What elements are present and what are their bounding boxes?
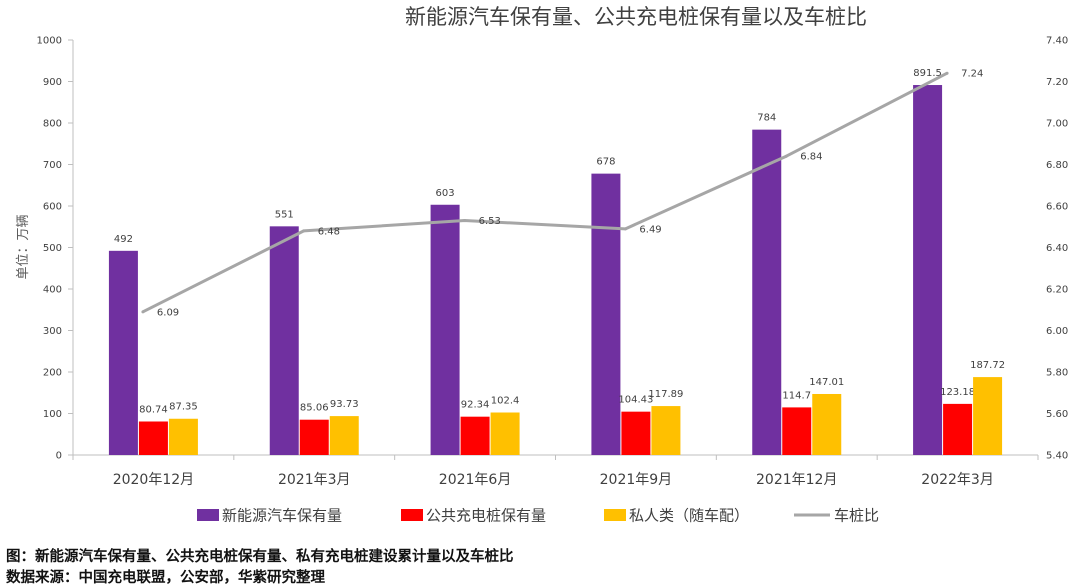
y-tick-label-left: 100 [43,409,62,420]
ratio-point [141,310,145,314]
bar-label-series-1: 891.5 [913,68,942,79]
y-tick-label-right: 7.40 [1046,36,1068,47]
y-tick-label-left: 900 [43,77,62,88]
ratio-label: 6.53 [479,216,501,227]
bar-series-2 [299,419,329,455]
x-tick-label: 2021年9月 [600,472,673,488]
legend-swatch-2 [401,509,423,521]
bar-series-2 [460,416,490,455]
ratio-label: 6.09 [157,307,179,318]
bar-label-series-2: 85.06 [300,403,329,414]
bar-label-series-1: 551 [275,209,294,220]
bar-series-1 [591,173,621,455]
bar-series-1 [752,129,782,455]
y-tick-label-left: 300 [43,326,62,337]
x-tick-label: 2021年6月 [439,472,512,488]
x-tick-label: 2021年12月 [756,472,837,488]
bar-series-1 [913,85,943,455]
y-tick-label-left: 400 [43,285,62,296]
y-tick-label-left: 600 [43,202,62,213]
y-tick-label-right: 6.60 [1046,202,1068,213]
bar-series-1 [269,226,299,455]
bar-label-series-2: 114.7 [782,390,811,401]
y-axis-title: 单位：万辆 [16,214,31,279]
bar-label-series-3: 102.4 [491,396,520,407]
source-caption: 数据来源：中国充电联盟，公安部，华紫研究整理 [6,570,325,586]
y-tick-label-right: 6.20 [1046,285,1068,296]
bar-series-2 [138,421,168,455]
ratio-label: 6.49 [639,224,661,235]
bar-series-3 [651,406,681,455]
bar-label-series-2: 123.18 [940,387,975,398]
chart: 新能源汽车保有量、公共充电桩保有量以及车桩比 0 100 200 300 400 500 60… [16,5,1068,525]
y-tick-label-right: 7.00 [1046,119,1068,130]
y-tick-label-right: 6.00 [1046,326,1068,337]
bar-label-series-1: 492 [114,234,133,245]
ratio-label: 6.84 [800,152,822,163]
bar-series-1 [430,204,460,455]
bar-label-series-3: 117.89 [648,389,683,400]
legend-label-4: 车桩比 [834,507,879,525]
bar-label-series-2: 80.74 [139,404,168,415]
legend-label-2: 公共充电桩保有量 [426,507,546,525]
bar-series-2 [782,407,812,455]
bar-label-series-1: 603 [436,188,455,199]
bar-label-series-3: 87.35 [169,402,198,413]
bar-label-series-3: 93.73 [330,399,359,410]
y-tick-label-right: 5.80 [1046,368,1068,379]
bar-label-series-3: 147.01 [809,377,844,388]
ratio-point [945,71,949,75]
y-tick-label-right: 5.40 [1046,451,1068,462]
x-tick-label: 2022年3月 [921,472,994,488]
bar-label-series-2: 104.43 [618,395,653,406]
bar-label-series-3: 187.72 [970,360,1005,371]
x-tick-label: 2020年12月 [113,472,194,488]
figure-caption: 图：新能源汽车保有量、公共充电桩保有量、私有充电桩建设累计量以及车桩比 [6,549,514,565]
y-tick-label-right: 6.80 [1046,160,1068,171]
ratio-label: 7.24 [961,69,983,80]
bar-series-3 [168,418,198,455]
y-tick-label-left: 800 [43,119,62,130]
ratio-point [623,227,627,231]
legend-swatch-3 [604,509,626,521]
y-tick-label-left: 700 [43,160,62,171]
y-tick-label-left: 200 [43,368,62,379]
y-tick-label-left: 1000 [37,36,62,47]
bar-series-3 [490,412,520,455]
y-tick-label-left: 0 [56,451,62,462]
ratio-point [463,219,467,223]
ratio-point [302,229,306,233]
legend-label-1: 新能源汽车保有量 [222,507,342,525]
ratio-point [784,154,788,158]
y-tick-label-left: 500 [43,243,62,254]
bar-label-series-1: 784 [757,113,776,124]
bar-label-series-1: 678 [596,157,615,168]
ratio-line [142,71,948,314]
y-tick-label-right: 5.60 [1046,409,1068,420]
bar-series-3 [812,393,842,455]
ratio-label: 6.48 [318,226,340,237]
x-tick-label: 2021年3月 [278,472,351,488]
chart-title: 新能源汽车保有量、公共充电桩保有量以及车桩比 [405,5,867,29]
y-tick-label-right: 6.40 [1046,243,1068,254]
bar-series-1 [108,250,138,455]
bar-series-3 [329,416,359,455]
legend-label-3: 私人类（随车配） [629,507,749,525]
bar-label-series-2: 92.34 [461,400,490,411]
y-tick-label-right: 7.20 [1046,77,1068,88]
legend-swatch-1 [197,509,219,521]
bar-series-3 [973,377,1003,455]
bar-series-2 [943,403,973,455]
bar-series-2 [621,411,651,455]
